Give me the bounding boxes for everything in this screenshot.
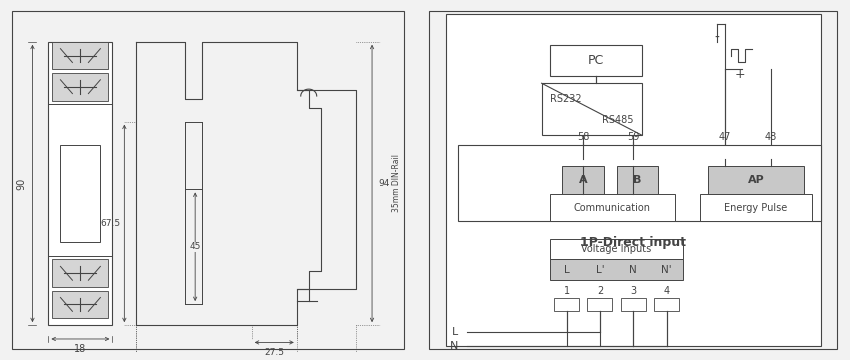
- Text: 3: 3: [630, 285, 637, 296]
- Text: Communication: Communication: [574, 203, 651, 213]
- Bar: [550, 239, 683, 260]
- Text: 1: 1: [564, 285, 570, 296]
- Text: 94: 94: [378, 179, 389, 188]
- Bar: [587, 297, 612, 311]
- Bar: [53, 42, 109, 69]
- Text: 1P-Direct input: 1P-Direct input: [581, 236, 686, 249]
- Text: N: N: [450, 341, 458, 351]
- Text: L: L: [452, 327, 458, 337]
- Text: 58: 58: [577, 132, 589, 142]
- Text: 67.5: 67.5: [100, 219, 121, 228]
- Text: 4: 4: [664, 285, 670, 296]
- Text: 59: 59: [627, 132, 639, 142]
- Bar: [550, 194, 675, 221]
- Text: B: B: [633, 175, 642, 185]
- Bar: [654, 297, 679, 311]
- Bar: [458, 145, 820, 221]
- Text: 2: 2: [597, 285, 603, 296]
- Text: RS485: RS485: [602, 114, 633, 125]
- Text: RS232: RS232: [550, 94, 581, 104]
- Text: AP: AP: [748, 175, 764, 185]
- Text: Energy Pulse: Energy Pulse: [724, 203, 788, 213]
- Bar: [616, 166, 658, 194]
- Text: 90: 90: [16, 177, 26, 190]
- Text: A: A: [579, 175, 587, 185]
- Bar: [60, 145, 100, 242]
- Text: 48: 48: [764, 132, 777, 142]
- Text: L: L: [564, 265, 570, 275]
- Text: 35mm DIN-Rail: 35mm DIN-Rail: [392, 154, 401, 212]
- Bar: [700, 194, 813, 221]
- Text: N': N': [661, 265, 672, 275]
- Bar: [554, 297, 579, 311]
- Text: N: N: [629, 265, 638, 275]
- Bar: [48, 42, 112, 325]
- Text: +: +: [734, 68, 745, 81]
- Text: L': L': [596, 265, 604, 275]
- Text: PC: PC: [587, 54, 603, 67]
- Bar: [708, 166, 804, 194]
- Bar: [563, 166, 604, 194]
- Text: 27.5: 27.5: [264, 348, 284, 357]
- Text: -: -: [714, 31, 719, 45]
- Bar: [550, 45, 642, 76]
- Text: Voltage Inputs: Voltage Inputs: [581, 244, 652, 254]
- Bar: [53, 73, 109, 100]
- Text: 45: 45: [190, 242, 201, 251]
- Text: 47: 47: [719, 132, 731, 142]
- Text: 18: 18: [74, 344, 87, 354]
- Bar: [541, 83, 642, 135]
- Bar: [53, 260, 109, 287]
- Polygon shape: [136, 42, 356, 325]
- Bar: [620, 297, 646, 311]
- Bar: [550, 260, 683, 280]
- Bar: [53, 291, 109, 318]
